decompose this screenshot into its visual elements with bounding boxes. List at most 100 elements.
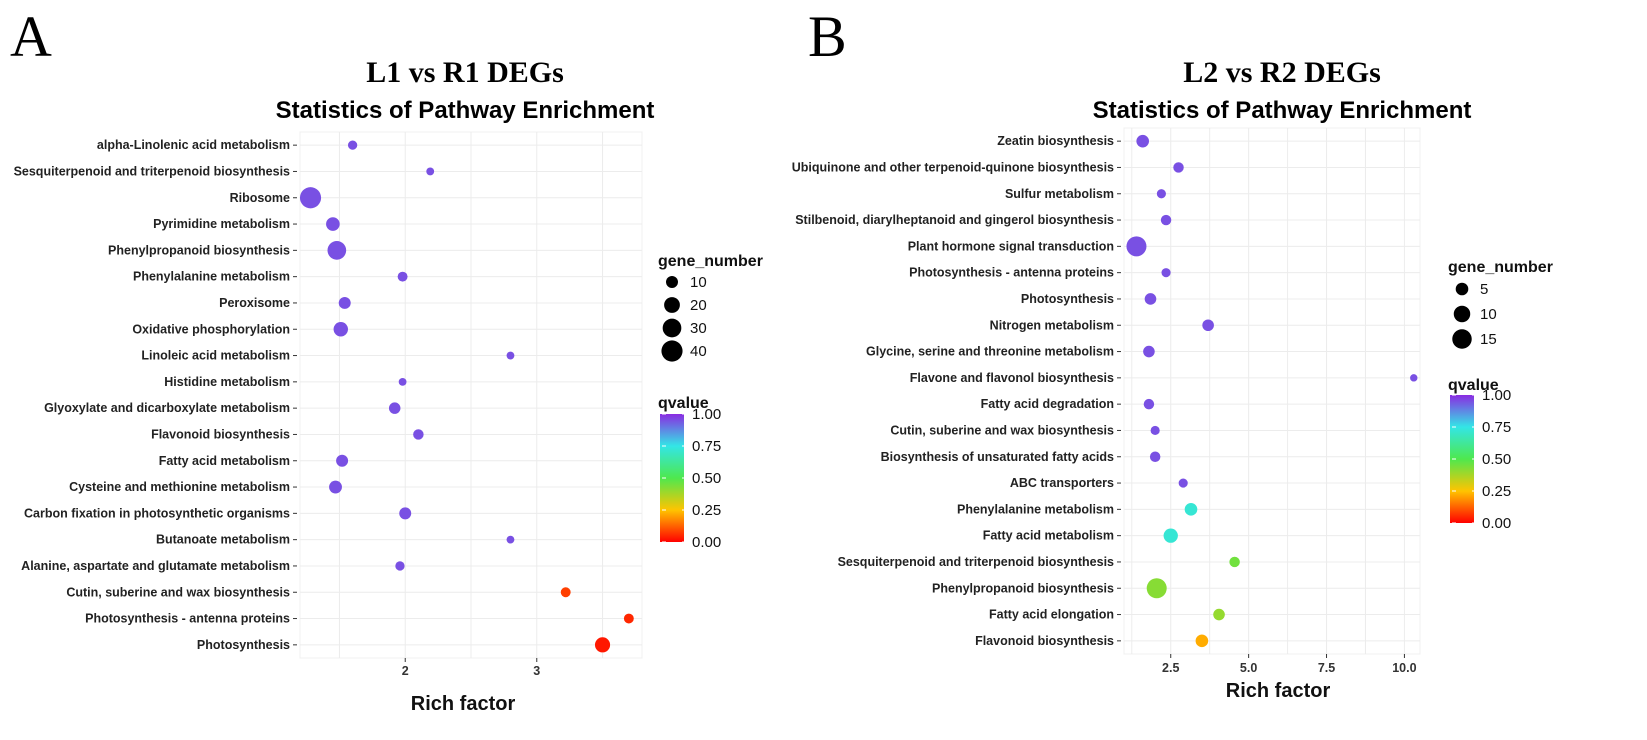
x-tick-label: 10.0	[1392, 661, 1416, 675]
category-label: Alanine, aspartate and glutamate metabol…	[21, 559, 290, 573]
plot-b-color-legend-title: qvalue	[1448, 377, 1499, 394]
category-label: Ribosome	[230, 191, 290, 205]
data-point	[1229, 556, 1240, 568]
plot-b-points	[1126, 134, 1418, 648]
category-label: Sesquiterpenoid and triterpenoid biosynt…	[14, 164, 290, 178]
category-label: Glycine, serine and threonine metabolism	[866, 345, 1114, 359]
category-label: alpha-Linolenic acid metabolism	[97, 138, 290, 152]
category-label: Cutin, suberine and wax biosynthesis	[890, 423, 1114, 437]
size-legend-label: 10	[1480, 306, 1497, 323]
category-label: Peroxisome	[219, 296, 290, 310]
category-label: Cutin, suberine and wax biosynthesis	[66, 585, 290, 599]
data-point	[506, 351, 515, 360]
plot-b-background	[1123, 127, 1421, 655]
data-point	[426, 167, 435, 176]
data-point	[1184, 503, 1198, 516]
category-label: Photosynthesis - antenna proteins	[909, 266, 1114, 280]
color-legend-label: 0.25	[692, 502, 721, 519]
data-point	[1161, 268, 1171, 278]
category-label: Glyoxylate and dicarboxylate metabolism	[44, 401, 290, 415]
data-point	[333, 322, 348, 337]
data-point	[1143, 398, 1155, 410]
plot-a-x-axis-title: Rich factor	[411, 693, 516, 715]
size-legend-label: 15	[1480, 331, 1497, 348]
plot-a-color-legend-title: qvalue	[658, 395, 709, 412]
size-legend-label: 20	[690, 297, 707, 314]
data-point	[1178, 478, 1188, 488]
category-label: Sulfur metabolism	[1005, 187, 1114, 201]
category-label: Fatty acid elongation	[989, 608, 1114, 622]
plot-b-size-legend: gene_number 5 10 15	[1448, 259, 1553, 349]
data-point	[560, 587, 571, 598]
data-point	[1146, 578, 1167, 599]
category-label: Biosynthesis of unsaturated fatty acids	[881, 450, 1114, 464]
data-point	[299, 187, 322, 209]
category-label: Butanoate metabolism	[156, 533, 290, 547]
panel-a: A L1 vs R1 DEGs Statistics of Pathway En…	[10, 4, 763, 715]
data-point	[1143, 345, 1155, 358]
plot-b-category-labels: Zeatin biosynthesis Ubiquinone and other …	[792, 134, 1121, 648]
category-label: ABC transporters	[1010, 476, 1114, 490]
panel-letter-a: A	[10, 4, 52, 69]
x-tick-label: 2	[402, 664, 409, 678]
size-legend-dot	[1452, 329, 1472, 349]
category-label: Fatty acid degradation	[981, 397, 1114, 411]
size-legend-label: 5	[1480, 281, 1488, 298]
size-legend-dot	[662, 318, 682, 338]
plot-b-title: Statistics of Pathway Enrichment	[1093, 97, 1472, 124]
data-point	[1156, 189, 1166, 199]
category-label: Fatty acid metabolism	[983, 529, 1114, 543]
data-point	[1410, 374, 1418, 382]
x-tick-label: 5.0	[1240, 661, 1257, 675]
color-legend-label: 0.50	[692, 470, 721, 487]
size-legend-label: 30	[690, 320, 707, 337]
x-tick-label: 7.5	[1318, 661, 1335, 675]
data-point	[399, 507, 412, 520]
category-label: Photosynthesis	[197, 638, 290, 652]
data-point	[506, 535, 515, 544]
data-point	[413, 429, 424, 440]
size-legend-dot	[1455, 282, 1469, 296]
data-point	[395, 561, 405, 571]
data-point	[623, 613, 634, 624]
data-point	[1195, 634, 1209, 648]
color-legend-label: 0.00	[692, 534, 721, 551]
data-point	[329, 480, 342, 494]
data-point	[338, 296, 351, 309]
category-label: Flavonoid biosynthesis	[151, 427, 290, 441]
panel-b-title: L2 vs R2 DEGs	[1183, 56, 1381, 89]
data-point	[1136, 134, 1149, 148]
category-label: Stilbenoid, diarylheptanoid and gingerol…	[795, 213, 1114, 227]
category-label: Nitrogen metabolism	[990, 318, 1114, 332]
plot-a-title: Statistics of Pathway Enrichment	[276, 97, 655, 124]
panel-a-title: L1 vs R1 DEGs	[366, 56, 564, 89]
size-legend-label: 10	[690, 274, 707, 291]
data-point	[1144, 293, 1157, 305]
category-label: Histidine metabolism	[164, 375, 290, 389]
category-label: Photosynthesis - antenna proteins	[85, 612, 290, 626]
data-point	[336, 454, 349, 467]
color-legend-label: 0.75	[1482, 419, 1511, 436]
data-point	[1150, 425, 1160, 436]
color-legend-label: 0.50	[1482, 451, 1511, 468]
category-label: Sesquiterpenoid and triterpenoid biosynt…	[838, 555, 1114, 569]
plot-a-size-legend-title: gene_number	[658, 253, 763, 270]
category-label: Oxidative phosphorylation	[132, 322, 290, 336]
category-label: Flavone and flavonol biosynthesis	[910, 371, 1114, 385]
data-point	[327, 241, 347, 260]
plot-b-color-legend: qvalue 1.00 0.75 0.50 0.25 0.00	[1448, 377, 1511, 532]
data-point	[1202, 319, 1214, 332]
category-label: Phenylpropanoid biosynthesis	[932, 581, 1114, 595]
size-legend-dot	[661, 340, 683, 362]
category-label: Linoleic acid metabolism	[141, 349, 290, 363]
data-point	[398, 377, 407, 386]
x-tick-label: 3	[533, 664, 540, 678]
color-legend-label: 1.00	[1482, 387, 1511, 404]
data-point	[347, 140, 358, 150]
size-legend-dot	[1453, 305, 1471, 323]
plot-a-grid	[299, 131, 643, 659]
category-label: Flavonoid biosynthesis	[975, 634, 1114, 648]
data-point	[1160, 214, 1172, 226]
